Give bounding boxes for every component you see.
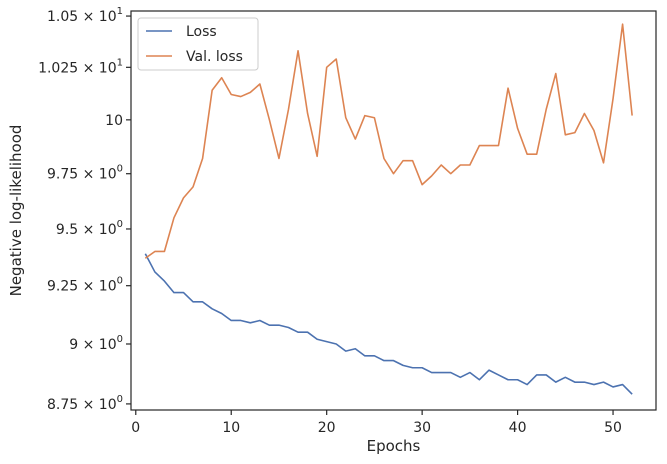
plot-frame [130, 10, 657, 411]
series-line-loss [144, 253, 633, 395]
y-tick-label: 9 × 100 [69, 334, 123, 353]
legend: Loss Val. loss [137, 17, 259, 71]
series-line-val-loss [144, 23, 633, 259]
chart-plot-area [144, 23, 633, 395]
y-axis: 8.75 × 100 9 × 100 9.25 × 100 9.5 × 100 9.75… [38, 6, 131, 413]
y-tick-label: 9.5 × 100 [56, 219, 123, 238]
x-axis-label: Epochs [367, 437, 421, 455]
x-tick-label: 0 [131, 420, 140, 436]
x-tick-label: 40 [509, 420, 527, 436]
y-tick-label: 8.75 × 100 [47, 394, 123, 413]
x-tick-label: 30 [413, 420, 431, 436]
x-tick-label: 20 [318, 420, 336, 436]
y-tick-label: 1.025 × 101 [38, 57, 123, 76]
y-tick-label: 9.75 × 100 [47, 164, 123, 183]
y-axis-label: Negative log-likelihood [7, 125, 25, 297]
x-tick-label: 50 [604, 420, 622, 436]
y-tick-label: 10 [105, 113, 123, 129]
x-axis: 0 10 20 30 40 50 [131, 410, 622, 436]
legend-label-val-loss: Val. loss [186, 49, 243, 65]
y-tick-label: 9.25 × 100 [47, 276, 123, 295]
x-tick-label: 10 [222, 420, 240, 436]
y-tick-label: 1.05 × 101 [47, 6, 123, 25]
legend-label-loss: Loss [186, 24, 217, 40]
